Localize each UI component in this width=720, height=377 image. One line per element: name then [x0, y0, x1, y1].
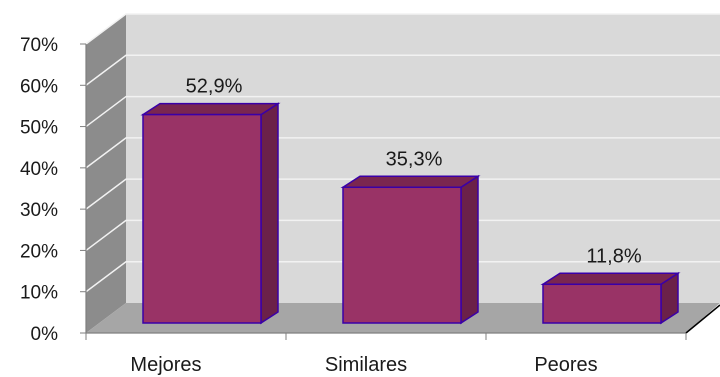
y-tick-label: 40% [20, 159, 58, 180]
y-tick-label: 10% [20, 283, 58, 304]
gridline [85, 137, 720, 169]
gridline [85, 95, 720, 128]
data-label: 52,9% [186, 76, 243, 98]
x-tick-label: Mejores [130, 354, 201, 376]
bar-side [460, 174, 479, 325]
bar-side [260, 102, 279, 325]
y-tick-label: 60% [20, 76, 58, 97]
data-label: 11,8% [586, 245, 641, 267]
gridline [85, 54, 720, 86]
bars: 52,9% 35,3% 11,8% [140, 76, 681, 325]
data-label: 35,3% [386, 148, 443, 170]
bar-top [540, 272, 681, 286]
bar-top [140, 102, 281, 116]
y-tick-label: 20% [20, 241, 58, 262]
y-tick-label: 0% [31, 324, 59, 345]
y-axis-ticks: 0% 10% 20% 30% 40% 50% 60% 70% [20, 35, 86, 345]
gridline [85, 219, 720, 252]
gridline [85, 13, 720, 45]
bar-top [340, 175, 481, 189]
gridline [85, 260, 720, 293]
y-tick-label: 70% [20, 35, 58, 56]
bar [542, 283, 662, 324]
x-tick-label: Similares [325, 354, 407, 376]
side-wall [86, 14, 126, 333]
bar [342, 186, 462, 324]
gridlines [85, 13, 720, 293]
x-tick-label: Peores [534, 354, 597, 376]
floor-edge [685, 304, 720, 334]
bar [142, 113, 262, 324]
x-axis-labels: Mejores Similares Peores [130, 354, 597, 376]
axes [85, 44, 720, 340]
gridline [85, 178, 720, 210]
y-tick-label: 30% [20, 200, 58, 221]
y-tick-label: 50% [20, 118, 58, 139]
